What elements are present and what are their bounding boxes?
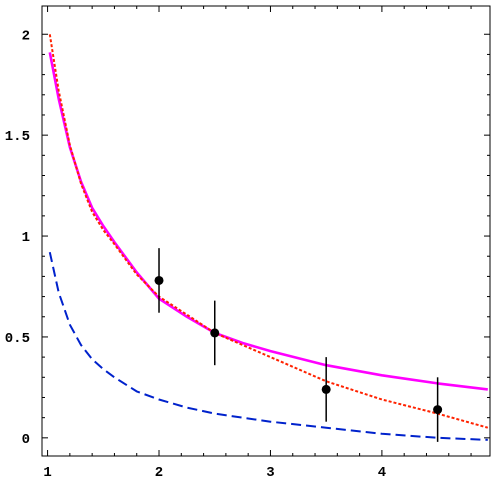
plot-frame-rect <box>41 5 491 457</box>
data-point <box>154 275 164 285</box>
x-tick-label: 4 <box>378 465 386 481</box>
data-points <box>154 248 443 442</box>
y-tick-label: 1.5 <box>5 129 30 145</box>
data-point <box>321 384 331 394</box>
series-line-dashed <box>48 251 488 441</box>
x-tick-label: 1 <box>43 465 51 481</box>
tick-marks <box>42 6 490 456</box>
y-tick-label: 2 <box>22 28 30 44</box>
y-tick-label: 1 <box>22 230 30 246</box>
plot-frame <box>41 5 491 457</box>
x-tick-label: 2 <box>155 465 163 481</box>
y-tick-label: 0 <box>22 432 30 448</box>
data-point <box>210 328 220 338</box>
series-lines <box>48 34 489 441</box>
data-point <box>433 405 443 415</box>
y-tick-label: 0.5 <box>5 331 30 347</box>
x-tick-label: 3 <box>266 465 274 481</box>
series-line-dotted <box>48 34 489 429</box>
tick-labels: 1 2 3 4 0 0.5 1 1.5 2 <box>5 28 386 481</box>
series-line-solid <box>48 52 488 391</box>
